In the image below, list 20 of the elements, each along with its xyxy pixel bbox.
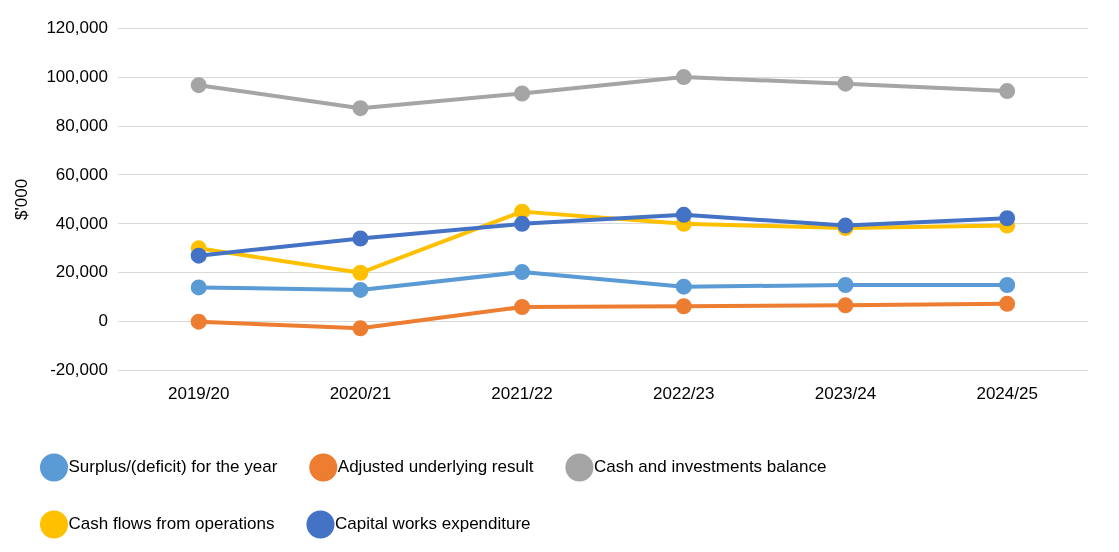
x-tick-label: 2021/22 bbox=[491, 384, 553, 404]
legend-label: Adjusted underlying result bbox=[337, 457, 534, 477]
y-axis-title: $'000 bbox=[11, 178, 31, 220]
y-tick-label: 100,000 bbox=[46, 66, 108, 86]
x-tick-label: 2023/24 bbox=[814, 384, 877, 404]
x-tick-label: 2020/21 bbox=[329, 384, 392, 404]
y-tick-label: 0 bbox=[98, 311, 108, 331]
legend-label: Capital works expenditure bbox=[334, 514, 531, 534]
legend-label: Cash flows from operations bbox=[68, 514, 275, 534]
y-tick-label: 20,000 bbox=[55, 262, 108, 282]
x-tick-label: 2019/20 bbox=[167, 384, 230, 404]
legend-label: Cash and investments balance bbox=[593, 457, 827, 477]
y-tick-label: -20,000 bbox=[50, 360, 108, 380]
x-tick-label: 2022/23 bbox=[653, 384, 715, 404]
y-tick-label: 80,000 bbox=[55, 115, 108, 135]
x-tick-label: 2024/25 bbox=[976, 384, 1038, 404]
y-tick-label: 40,000 bbox=[55, 213, 108, 233]
legend-label: Surplus/(deficit) for the year bbox=[68, 457, 278, 477]
y-tick-label: 60,000 bbox=[55, 164, 108, 184]
y-tick-label: 120,000 bbox=[46, 17, 108, 37]
